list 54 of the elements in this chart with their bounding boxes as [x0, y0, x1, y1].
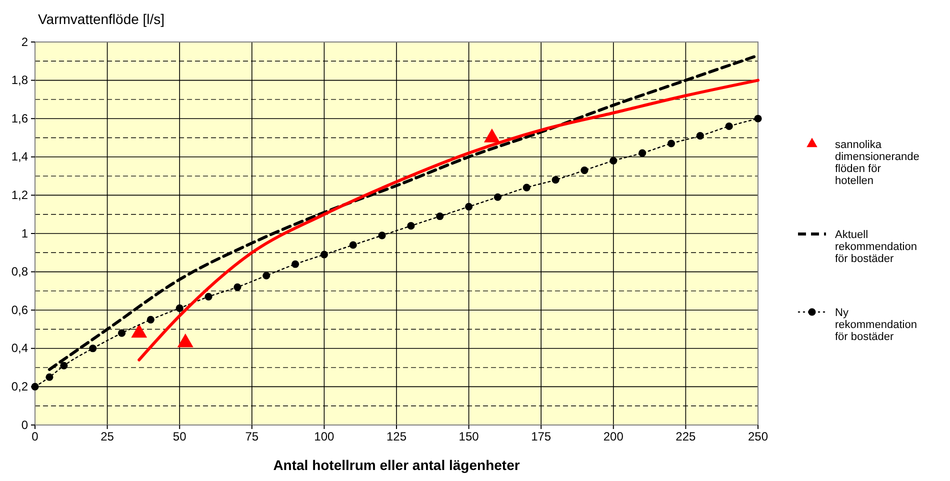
point	[725, 122, 733, 130]
x-tick-label: 100	[314, 430, 335, 444]
x-tick-label: 25	[100, 430, 114, 444]
x-tick-label: 50	[172, 430, 187, 444]
point	[522, 184, 530, 192]
x-tick-label: 150	[458, 430, 480, 444]
x-tick-label: 0	[32, 430, 39, 444]
y-tick-label: 1	[21, 226, 28, 240]
line-series	[138, 78, 760, 362]
x-axis-title: Antal hotellrum eller antal lägenheter	[273, 457, 520, 473]
point	[320, 250, 328, 258]
point	[407, 222, 415, 230]
y-tick-label: 2	[21, 34, 28, 49]
y-tick-label: 0	[21, 418, 28, 432]
point	[118, 329, 126, 337]
point	[204, 292, 212, 300]
point	[436, 212, 444, 220]
y-tick-label: 0,8	[11, 264, 28, 279]
point	[667, 140, 676, 148]
point	[610, 156, 618, 165]
y-tick-label: 1,6	[11, 111, 28, 126]
point	[754, 114, 762, 122]
point	[89, 344, 97, 352]
x-tick-label: 225	[676, 430, 696, 444]
x-tick-label: 250	[748, 430, 768, 444]
x-tick-label: 75	[245, 430, 259, 444]
point	[378, 232, 386, 240]
point	[291, 260, 300, 268]
point	[46, 373, 54, 381]
point	[638, 149, 646, 157]
point	[494, 193, 502, 201]
y-tick-label: 1,2	[11, 188, 28, 202]
point	[234, 283, 242, 291]
y-tick-label: 0,4	[11, 341, 28, 356]
point	[580, 166, 588, 174]
point	[146, 316, 154, 324]
point	[176, 304, 184, 312]
point	[262, 272, 270, 280]
point	[465, 202, 473, 210]
y-tick-label: 1,4	[11, 150, 28, 164]
y-tick-label: 1,8	[11, 73, 28, 88]
x-tick-label: 175	[531, 430, 552, 444]
point	[552, 176, 560, 184]
legend-label: sannolika dimensionerande flöden för hotellen	[835, 139, 920, 187]
y-axis-title: Varmvattenflöde [l/s]	[38, 11, 165, 27]
y-tick-label: 0,6	[11, 302, 28, 317]
point	[60, 362, 68, 370]
x-tick-label: 125	[386, 430, 407, 444]
x-tick-label: 200	[603, 430, 624, 444]
y-tick-label: 0,2	[11, 380, 28, 394]
point	[349, 241, 357, 249]
legend-label: Ny rekommendation för bostäder	[835, 307, 917, 343]
point	[696, 132, 704, 140]
legend-label: Aktuell rekommendation för bostäder	[835, 229, 917, 265]
